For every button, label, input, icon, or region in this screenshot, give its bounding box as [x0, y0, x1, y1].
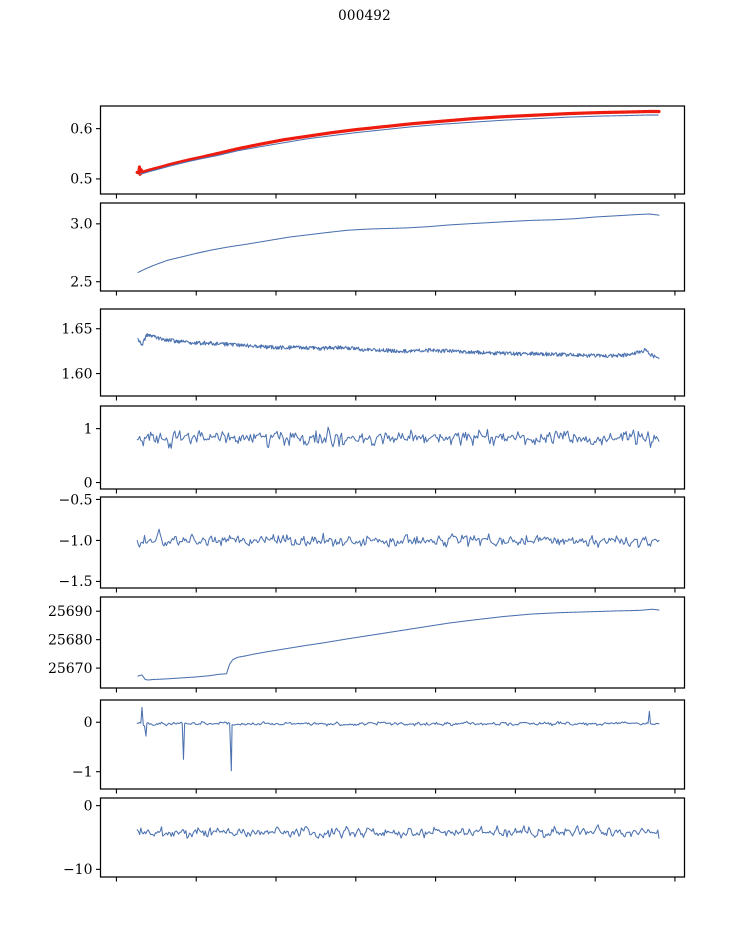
- ytick-label-chi2-0: −10: [63, 862, 93, 878]
- axes-frame-chi2: [99, 797, 686, 878]
- panel-b1: −1 0: [72, 699, 686, 794]
- panel-sigma0_du: 2.5 3.0: [70, 202, 686, 296]
- axes-frame-alpha: [99, 496, 686, 589]
- series-g-red: [135, 109, 661, 176]
- ytick-label-alpha-2: −1.5: [59, 574, 93, 590]
- panel-data-sigma0_du: [137, 213, 660, 273]
- panel-data-fknee: [136, 426, 660, 449]
- panel-data-g: [135, 109, 661, 176]
- figure-title: 000492: [338, 8, 391, 24]
- series-b0: [137, 608, 660, 681]
- series-fknee: [136, 426, 660, 449]
- ytick-label-sigma0_mK-0: 1.60: [61, 366, 92, 382]
- axes-frame-g: [99, 105, 686, 195]
- axes-frame-b0: [99, 596, 686, 689]
- ytick-label-b0-0: 25670: [48, 661, 93, 677]
- panel-chi2: −10 0: [63, 797, 686, 882]
- ytick-label-g-0: 0.5: [70, 172, 92, 188]
- series-sigma0-du: [137, 213, 660, 273]
- axes-frame-sigma0_du: [99, 202, 686, 292]
- ytick-label-fknee-1: 1: [84, 421, 93, 437]
- series-g-blue: [139, 114, 659, 175]
- ytick-label-fknee-0: 0: [84, 475, 93, 491]
- series-b1: [136, 706, 660, 772]
- panel-data-chi2: [136, 824, 660, 839]
- panel-fknee: 01: [84, 405, 686, 494]
- axes-frame-fknee: [99, 405, 686, 490]
- ytick-label-g-1: 0.6: [70, 121, 92, 137]
- ytick-label-b1-1: 0: [84, 715, 93, 731]
- ytick-label-sigma0_du-1: 3.0: [70, 217, 92, 233]
- panel-data-alpha: [136, 528, 660, 548]
- panel-g: 0.5 0.6: [70, 105, 686, 199]
- panel-data-sigma0_mK: [137, 333, 660, 360]
- panel-sigma0_mK: 1.60 1.65: [61, 308, 686, 401]
- ytick-label-chi2-1: 0: [84, 798, 93, 814]
- ytick-label-b0-2: 25690: [48, 604, 93, 620]
- panel-b0: 25670 25680 25690: [48, 596, 686, 693]
- axes-frame-sigma0_mK: [99, 308, 686, 397]
- axes-frame-b1: [99, 699, 686, 790]
- panel-data-b1: [136, 706, 660, 772]
- series-sigma0-mK: [137, 333, 660, 360]
- ytick-label-b1-0: −1: [72, 764, 93, 780]
- ytick-label-sigma0_du-0: 2.5: [70, 275, 92, 291]
- panel-alpha: −0.5 −1.0 −1.5: [59, 492, 686, 593]
- ytick-label-sigma0_mK-1: 1.65: [61, 322, 92, 338]
- ytick-label-b0-1: 25680: [48, 632, 93, 648]
- series-alpha: [136, 528, 660, 548]
- panel-data-b0: [137, 608, 660, 681]
- ytick-label-alpha-1: −1.0: [59, 533, 93, 549]
- series-chi2: [136, 824, 660, 839]
- ytick-label-alpha-0: −0.5: [59, 492, 93, 508]
